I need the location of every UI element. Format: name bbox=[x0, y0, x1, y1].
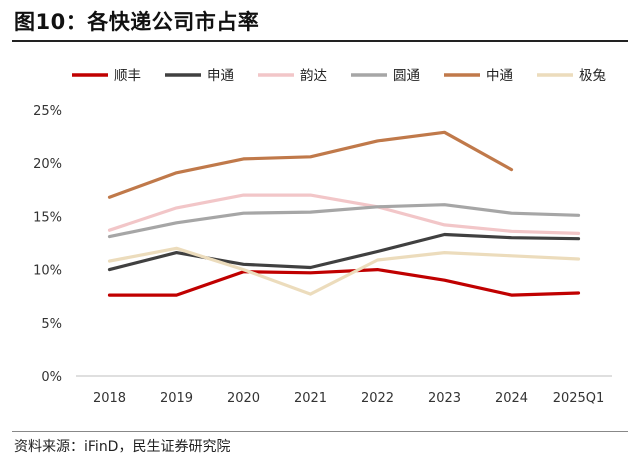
x-axis: 2018 2019 2020 2021 2022 2023 2024 2025Q1 bbox=[76, 375, 612, 406]
x-tick-label: 2022 bbox=[361, 391, 394, 406]
y-tick-label: 25% bbox=[33, 104, 62, 119]
legend-label: 圆通 bbox=[393, 68, 420, 84]
series-line-0 bbox=[107, 268, 581, 297]
legend-label: 顺丰 bbox=[114, 68, 141, 84]
series-lines bbox=[107, 130, 581, 297]
series-line-2 bbox=[107, 193, 581, 235]
x-tick-label: 2019 bbox=[160, 391, 193, 406]
source-note: 资料来源：iFinD，民生证券研究院 bbox=[14, 439, 231, 455]
x-tick-label: 2018 bbox=[93, 391, 126, 406]
y-tick-label: 0% bbox=[41, 370, 62, 385]
footer-divider bbox=[12, 431, 628, 432]
series-line-3 bbox=[107, 203, 581, 239]
y-axis: 0% 5% 10% 15% 20% 25% bbox=[33, 104, 62, 385]
figure-title: 图10：各快递公司市占率 bbox=[14, 10, 260, 34]
y-tick-label: 20% bbox=[33, 157, 62, 172]
series-line-1 bbox=[107, 232, 581, 272]
x-tick-label: 2025Q1 bbox=[553, 391, 605, 406]
x-tick-label: 2023 bbox=[428, 391, 461, 406]
legend-label: 极兔 bbox=[579, 68, 606, 84]
market-share-line-chart: 顺丰 申通 韵达 圆通 中通 极兔 0%5%10%15%20%25% 2018 2019 20… bbox=[33, 68, 612, 406]
y-tick-label: 10% bbox=[33, 264, 62, 279]
legend-label: 中通 bbox=[486, 68, 514, 84]
series-line-4 bbox=[107, 130, 514, 199]
x-tick-label: 2024 bbox=[495, 391, 528, 406]
series-line-5 bbox=[107, 246, 581, 296]
legend-label: 申通 bbox=[207, 68, 234, 84]
chart-legend: 顺丰 申通 韵达 圆通 中通 极兔 bbox=[72, 68, 606, 84]
x-tick-label: 2021 bbox=[294, 391, 327, 406]
x-tick-label: 2020 bbox=[227, 391, 260, 406]
y-tick-label: 15% bbox=[33, 210, 62, 225]
y-tick-label: 5% bbox=[41, 317, 62, 332]
legend-label: 韵达 bbox=[300, 68, 327, 84]
title-divider bbox=[12, 40, 628, 42]
